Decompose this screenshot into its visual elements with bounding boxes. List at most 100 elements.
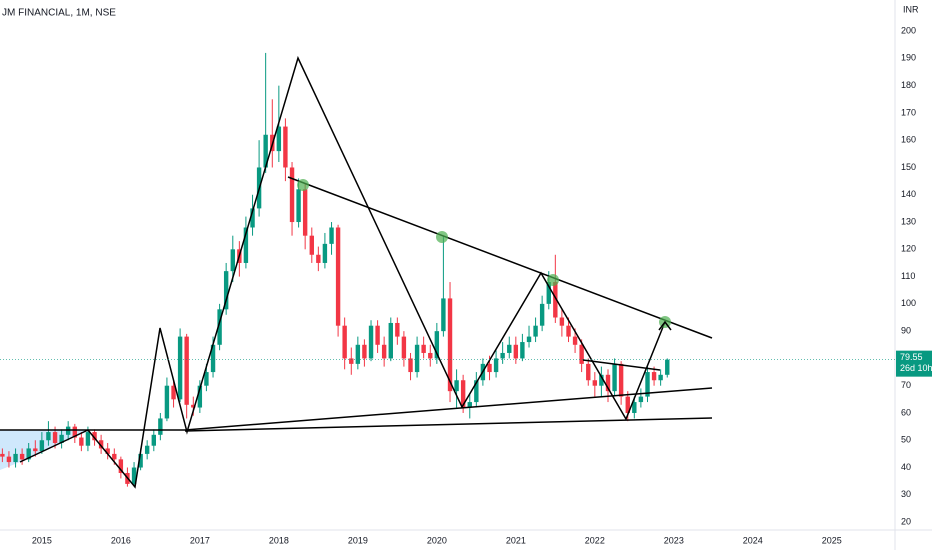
candle-body <box>401 336 407 359</box>
candle-body <box>26 448 31 460</box>
candles <box>0 52 670 487</box>
y-tick-label: 30 <box>901 489 911 499</box>
candle-body <box>349 358 354 364</box>
candle-body <box>138 453 143 468</box>
y-tick-label: 70 <box>901 380 911 390</box>
candle-body <box>579 344 584 364</box>
zigzag <box>19 55 666 489</box>
countdown-label: 26d 10h <box>900 363 932 373</box>
y-tick-label: 160 <box>901 135 916 145</box>
candle-body <box>645 372 650 397</box>
candle-body <box>223 271 229 310</box>
candle-body <box>388 322 393 359</box>
candle-body <box>59 434 64 443</box>
candle-body <box>586 363 591 381</box>
candle-body <box>638 396 644 403</box>
candle-body <box>520 342 525 359</box>
candle-body <box>362 344 367 359</box>
candle-body <box>210 344 216 373</box>
candle-body <box>72 426 78 438</box>
candle-body <box>474 380 479 403</box>
x-tick-label: 2015 <box>32 535 52 545</box>
candle-body <box>296 189 301 223</box>
candle-body <box>79 437 84 446</box>
candle-body <box>184 336 189 405</box>
resistance-line <box>287 176 713 339</box>
candle-body <box>618 363 624 397</box>
y-tick-label: 190 <box>901 53 916 63</box>
candle-body <box>33 448 38 452</box>
last-price-label: 79.55 <box>900 352 923 362</box>
candle-body <box>467 402 472 408</box>
candle-body <box>171 385 176 400</box>
candle-body <box>92 432 97 441</box>
candle-body <box>204 372 209 386</box>
candle-body <box>447 298 453 392</box>
candle-body <box>6 456 12 463</box>
candle-body <box>158 418 163 435</box>
candle-body <box>592 380 598 386</box>
candle-body <box>599 374 604 386</box>
y-tick-label: 130 <box>901 216 916 226</box>
y-tick-label: 120 <box>901 244 916 254</box>
y-unit: INR <box>903 4 919 14</box>
candle-body <box>98 440 104 449</box>
y-tick-label: 90 <box>901 326 911 336</box>
candle-body <box>513 344 519 359</box>
candle-body <box>177 336 183 400</box>
candle-body <box>191 404 196 408</box>
candle-body <box>507 344 512 353</box>
candle-body <box>539 303 545 326</box>
candle-body <box>632 402 637 413</box>
x-tick-label: 2025 <box>822 535 842 545</box>
y-tick-label: 40 <box>901 462 911 472</box>
x-tick-label: 2020 <box>427 535 447 545</box>
candle-body <box>230 249 235 272</box>
candle-body <box>276 126 282 152</box>
candle-body <box>395 322 400 337</box>
candle-body <box>131 467 137 484</box>
candle-body <box>144 445 150 454</box>
support-line <box>184 417 713 432</box>
touch-point <box>297 179 309 191</box>
candle-body <box>454 380 459 392</box>
candle-body <box>85 432 91 446</box>
touch-point <box>436 231 448 243</box>
candle-body <box>39 440 45 452</box>
y-tick-label: 50 <box>901 435 911 445</box>
candle-body <box>52 432 58 443</box>
x-tick-label: 2023 <box>664 535 684 545</box>
candle-body <box>302 189 308 236</box>
x-tick-label: 2024 <box>743 535 763 545</box>
y-tick-label: 170 <box>901 107 916 117</box>
x-tick-label: 2021 <box>506 535 526 545</box>
candle-body <box>309 235 314 255</box>
candle-body <box>105 448 110 454</box>
candle-body <box>322 243 328 263</box>
candle-body <box>0 453 5 457</box>
x-tick-label: 2019 <box>348 535 368 545</box>
x-tick-label: 2022 <box>585 535 605 545</box>
candle-body <box>381 344 387 359</box>
x-tick-label: 2018 <box>269 535 289 545</box>
candle-body <box>665 359 670 375</box>
candle-body <box>533 325 538 337</box>
candle-body <box>118 459 124 473</box>
candle-body <box>434 331 440 359</box>
candle-body <box>19 453 25 460</box>
candle-body <box>658 374 663 381</box>
candle-body <box>408 358 413 373</box>
candle-body <box>612 363 617 392</box>
y-tick-label: 200 <box>901 25 916 35</box>
candle-body <box>316 254 321 263</box>
x-tick-label: 2016 <box>111 535 131 545</box>
candle-body <box>566 325 571 337</box>
x-tick-label: 2017 <box>190 535 210 545</box>
drawings <box>0 55 713 489</box>
candle-body <box>625 396 630 413</box>
candle-body <box>493 358 499 373</box>
candle-body <box>263 134 268 168</box>
support-line <box>184 387 713 431</box>
